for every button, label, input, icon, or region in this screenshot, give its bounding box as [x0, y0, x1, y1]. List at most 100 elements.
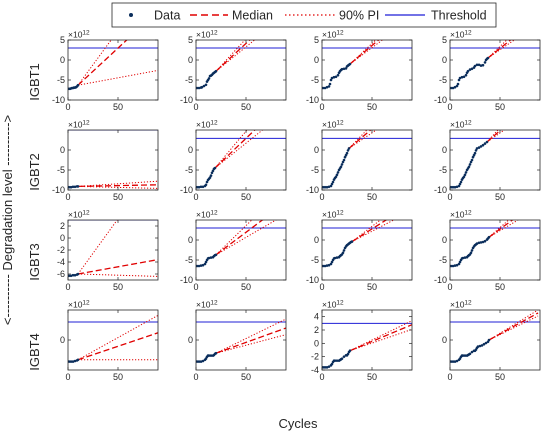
- y-tick-label: -5: [57, 75, 65, 85]
- y-tick-label: -10: [180, 95, 193, 105]
- panel-r1c0: -10 -5 0 0 50 ×1012: [52, 120, 158, 203]
- exponent-power: 12: [82, 210, 90, 217]
- x-tick-label: 50: [113, 282, 123, 292]
- data-point: [471, 159, 474, 162]
- data-point: [215, 70, 218, 73]
- data-point: [348, 147, 351, 150]
- y-tick-label: -5: [311, 255, 319, 265]
- panel-background: [196, 130, 286, 190]
- x-tick-label: 50: [495, 282, 505, 292]
- y-tick-label: -10: [434, 275, 447, 285]
- panel-background: [322, 130, 412, 190]
- panel-background: [68, 310, 158, 370]
- data-point: [488, 236, 491, 239]
- row-label-igbt3: IGBT3: [27, 243, 42, 281]
- exponent-label: ×1012: [68, 300, 90, 310]
- exponent-power: 12: [210, 300, 218, 307]
- x-tick-label: 0: [65, 372, 70, 382]
- data-point: [210, 174, 213, 177]
- y-tick-label: 0: [60, 335, 65, 345]
- data-point: [77, 273, 80, 276]
- x-tick-label: 50: [241, 192, 251, 202]
- x-tick-label: 0: [319, 372, 324, 382]
- data-point: [343, 249, 346, 252]
- x-tick-label: 50: [367, 192, 377, 202]
- data-point: [468, 166, 471, 169]
- data-point: [474, 152, 477, 155]
- y-tick-label: -5: [311, 165, 319, 175]
- panel-background: [450, 130, 540, 190]
- row-label-igbt4: IGBT4: [27, 333, 42, 371]
- exponent-label: ×1012: [322, 120, 344, 130]
- x-tick-label: 0: [193, 102, 198, 112]
- data-point: [487, 57, 490, 60]
- x-tick-label: 0: [447, 282, 452, 292]
- x-tick-label: 50: [495, 192, 505, 202]
- exponent-power: 12: [464, 300, 472, 307]
- x-tick-label: 50: [367, 372, 377, 382]
- x-tick-label: 0: [319, 282, 324, 292]
- legend-label-data: Data: [154, 9, 180, 23]
- data-point: [488, 339, 491, 342]
- exponent-label: ×1012: [68, 30, 90, 40]
- panel-background: [196, 310, 286, 370]
- y-tick-label: 0: [188, 235, 193, 245]
- y-tick-label: -4: [57, 257, 65, 267]
- panel-background: [68, 220, 158, 280]
- y-tick-label: 2: [60, 221, 65, 231]
- data-point: [465, 74, 468, 77]
- exponent-label: ×1012: [196, 30, 218, 40]
- y-tick-label: 0: [314, 338, 319, 348]
- y-tick-label: -10: [52, 95, 65, 105]
- panel-background: [68, 40, 158, 100]
- y-tick-label: -10: [52, 185, 65, 195]
- y-tick-label: -2: [57, 245, 65, 255]
- data-point: [349, 63, 352, 66]
- data-point: [484, 61, 487, 64]
- panel-r1c2: -10 -5 0 0 50 ×1012: [306, 120, 412, 203]
- y-tick-label: -10: [306, 275, 319, 285]
- x-tick-label: 50: [241, 282, 251, 292]
- data-point: [342, 252, 345, 255]
- panel-r1c1: -10-500 50×1012: [180, 120, 286, 203]
- data-point: [77, 359, 80, 362]
- data-point: [328, 85, 331, 88]
- legend-data-marker: [129, 13, 133, 17]
- exponent-power: 12: [82, 300, 90, 307]
- data-point: [208, 77, 211, 80]
- x-tick-label: 50: [495, 102, 505, 112]
- x-tick-label: 50: [113, 192, 123, 202]
- y-tick-label: 0: [314, 55, 319, 65]
- x-tick-label: 0: [193, 372, 198, 382]
- data-point: [457, 83, 460, 86]
- data-point: [214, 167, 217, 170]
- x-tick-label: 50: [241, 102, 251, 112]
- panel-r0c1: -10-5050 50×1012: [180, 30, 286, 113]
- data-point: [205, 84, 208, 87]
- exponent-label: ×1012: [450, 210, 472, 220]
- data-point: [332, 181, 335, 184]
- exponent-label: ×1012: [196, 210, 218, 220]
- legend-label-pi: 90% PI: [339, 9, 379, 23]
- y-tick-label: 0: [314, 145, 319, 155]
- panel-r0c0: -10-5050 50×1012: [52, 30, 158, 113]
- y-tick-label: -5: [439, 255, 447, 265]
- data-point: [215, 352, 218, 355]
- y-tick-label: -10: [434, 185, 447, 195]
- panel-r3c0: 00 50×1012: [60, 300, 158, 383]
- exponent-power: 12: [464, 210, 472, 217]
- legend: Data Median 90% PI Threshold: [112, 3, 496, 27]
- exponent-power: 12: [210, 120, 218, 127]
- row-label-igbt2: IGBT2: [27, 153, 42, 191]
- data-point: [469, 163, 472, 166]
- y-tick-label: -6: [57, 269, 65, 279]
- y-tick-label: -5: [439, 165, 447, 175]
- x-tick-label: 50: [241, 372, 251, 382]
- x-tick-label: 0: [65, 282, 70, 292]
- x-tick-label: 0: [319, 192, 324, 202]
- y-tick-label: 2: [314, 325, 319, 335]
- exponent-label: ×1012: [196, 120, 218, 130]
